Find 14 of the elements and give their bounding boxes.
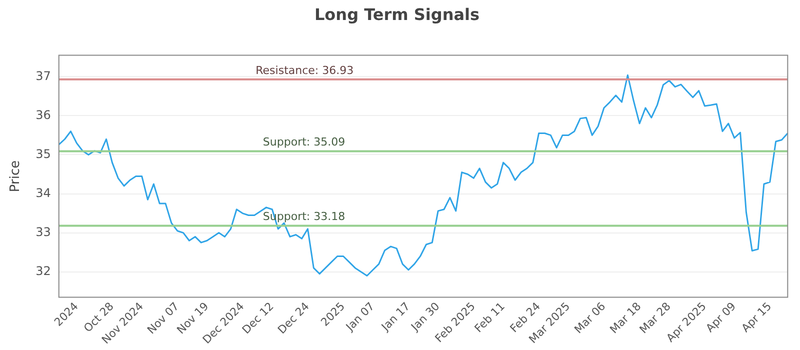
y-tick-label: 33 — [36, 224, 51, 239]
ref-line-label: Resistance: 36.93 — [256, 64, 354, 77]
x-tick-label: Mar 06 — [572, 300, 608, 336]
y-tick-label: 37 — [36, 68, 51, 83]
x-tick-label: Jan 07 — [342, 300, 378, 334]
y-tick-label: 34 — [36, 186, 51, 200]
ref-line-label: Support: 35.09 — [262, 136, 346, 149]
y-tick-label: 32 — [36, 264, 51, 278]
chart-title: Long Term Signals — [314, 4, 480, 24]
x-tick-label: Dec 24 — [275, 300, 312, 336]
x-tick-label: Apr 15 — [739, 300, 774, 335]
y-tick-label: 36 — [36, 108, 51, 122]
y-tick-label: 35 — [36, 146, 51, 161]
y-axis-title: Price — [8, 160, 24, 192]
